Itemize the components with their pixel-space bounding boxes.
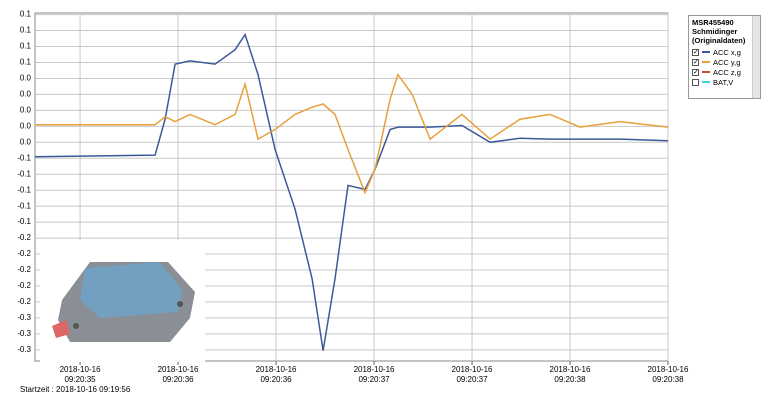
y-tick-label: -0.2 <box>17 233 31 242</box>
y-tick-label: 0.0 <box>20 105 32 114</box>
legend-swatch <box>702 61 710 63</box>
data-line <box>34 32 669 351</box>
y-tick-label: -0.3 <box>17 345 31 354</box>
legend-swatch <box>702 71 710 73</box>
y-tick-label: 0.0 <box>20 74 32 83</box>
legend-checkbox[interactable]: ✓ <box>692 58 699 66</box>
legend-checkbox[interactable]: ✓ <box>692 68 699 76</box>
y-tick-label: 0.0 <box>20 90 32 99</box>
legend-title: MSR455490 Schmidinger (Originaldaten) <box>692 18 746 45</box>
y-tick-label: 0.1 <box>20 26 32 35</box>
y-tick-label: 0.1 <box>20 42 32 51</box>
legend-item: ✓ ACC y,g <box>689 57 760 67</box>
x-tick-label: 2018-10-16 09:20:37 <box>353 365 395 384</box>
y-tick-label: -0.2 <box>17 297 31 306</box>
screw <box>73 323 79 329</box>
y-tick-label: 0.1 <box>20 58 32 67</box>
device-photo <box>40 240 205 362</box>
y-tick-label: -0.1 <box>17 169 31 178</box>
legend-item: ✓ ACC x,g <box>689 47 760 57</box>
legend: MSR455490 Schmidinger (Originaldaten) ✓ A… <box>688 15 761 99</box>
sd-card <box>52 320 70 338</box>
y-tick-label: -0.1 <box>17 153 31 162</box>
y-tick-label: -0.2 <box>17 249 31 258</box>
legend-item: BAT,V <box>689 77 760 87</box>
x-tick-label: 2018-10-16 09:20:38 <box>647 365 689 384</box>
legend-checkbox[interactable]: ✓ <box>692 48 699 56</box>
legend-checkbox[interactable] <box>692 78 699 86</box>
plot-layer: 0.1 0.1 0.1 0.1 0.0 0.0 0.0 0.0 0.0 -0.1 -0.1 -0.1 -… <box>17 10 669 354</box>
screw <box>177 301 183 307</box>
data-line <box>35 72 669 195</box>
x-tick-label: 2018-10-16 09:20:35 <box>59 365 101 384</box>
x-tick-label: 2018-10-16 09:20:38 <box>549 365 591 384</box>
y-tick-label: -0.1 <box>17 201 31 210</box>
device-cover <box>80 262 182 318</box>
x-tick-label: 2018-10-16 09:20:36 <box>157 365 199 384</box>
y-tick-label: -0.3 <box>17 329 31 338</box>
y-tick-label: 0.0 <box>20 121 32 130</box>
x-tick-label: 2018-10-16 09:20:37 <box>451 365 493 384</box>
y-tick-label: -0.1 <box>17 217 31 226</box>
legend-swatch <box>702 51 710 53</box>
y-tick-label: -0.1 <box>17 185 31 194</box>
y-tick-label: -0.3 <box>17 313 31 322</box>
x-tick-label: 2018-10-16 09:20:36 <box>255 365 297 384</box>
scrollbar[interactable] <box>752 16 760 98</box>
legend-label: ACC y,g <box>713 57 741 67</box>
legend-label: ACC x,g <box>713 47 741 57</box>
legend-items: ✓ ACC x,g ✓ ACC y,g ✓ ACC z,g BAT,V <box>689 47 760 87</box>
legend-label: BAT,V <box>713 77 734 87</box>
legend-item: ✓ ACC z,g <box>689 67 760 77</box>
start-time: Startzeit : 2018-10-16 09:19:56 <box>20 385 131 394</box>
legend-label: ACC z,g <box>713 67 741 77</box>
y-tick-label: -0.2 <box>17 281 31 290</box>
y-tick-label: 0.0 <box>20 137 32 146</box>
y-tick-label: -0.2 <box>17 265 31 274</box>
y-tick-label: 0.1 <box>20 10 32 19</box>
legend-swatch <box>702 81 710 83</box>
